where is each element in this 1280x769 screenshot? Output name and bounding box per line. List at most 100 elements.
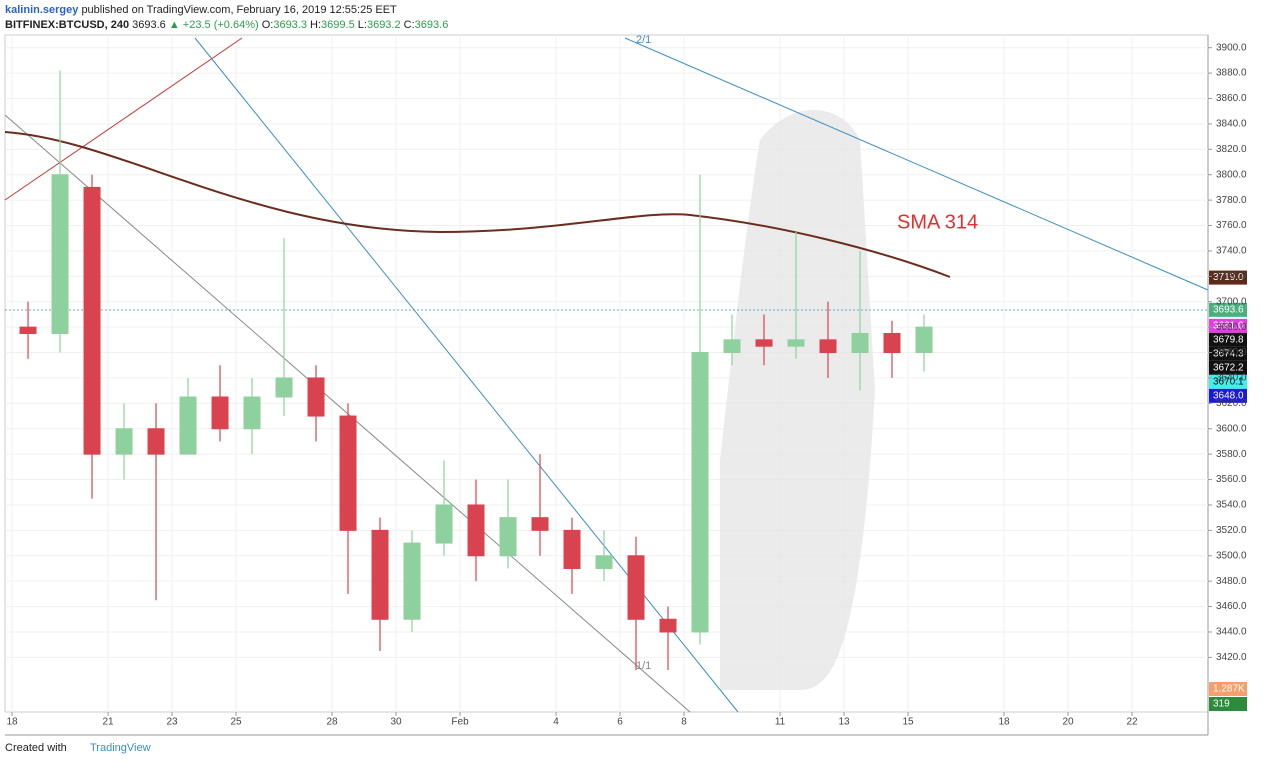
y-tick-label: 3900.0 bbox=[1216, 42, 1247, 53]
candle-body bbox=[307, 377, 325, 417]
price-tag bbox=[1209, 374, 1247, 389]
price-tag-label: 3681.0 bbox=[1213, 321, 1244, 332]
price-tag bbox=[1209, 360, 1247, 375]
price-tag-label: 3693.6 bbox=[1213, 305, 1244, 316]
price-tag-label: 3679.8 bbox=[1213, 335, 1244, 346]
price-tag bbox=[1209, 332, 1247, 347]
candle-body bbox=[563, 529, 581, 569]
candle-body bbox=[211, 396, 229, 430]
y-tick-label: 3880.0 bbox=[1216, 68, 1247, 79]
symbol-line: BITFINEX:BTCUSD, 240 3693.6 ▲ +23.5 (+0.… bbox=[5, 19, 448, 31]
candle-body bbox=[627, 555, 645, 620]
candle-body bbox=[787, 339, 805, 347]
price-tag-label: 3672.2 bbox=[1213, 363, 1244, 374]
y-tick-label: 3420.0 bbox=[1216, 652, 1247, 663]
y-tick-label: 3460.0 bbox=[1216, 601, 1247, 612]
grid bbox=[5, 35, 1208, 712]
y-tick-label: 3720.0 bbox=[1216, 271, 1247, 282]
candle-body bbox=[243, 396, 261, 430]
y-tick-label: 3540.0 bbox=[1216, 500, 1247, 511]
candle-body bbox=[499, 517, 517, 557]
candle-body bbox=[467, 504, 485, 557]
candle-body bbox=[83, 186, 101, 455]
candle-body bbox=[275, 377, 293, 398]
price-tag-label: 3648.0 bbox=[1213, 391, 1244, 402]
symbol: BITFINEX:BTCUSD, 240 bbox=[5, 19, 129, 31]
y-tick-label: 3780.0 bbox=[1216, 195, 1247, 206]
trend-line bbox=[194, 37, 739, 713]
x-tick-label: 21 bbox=[102, 717, 114, 728]
volume-tag bbox=[1209, 682, 1247, 696]
x-tick-label: 20 bbox=[1062, 717, 1074, 728]
candle-body bbox=[339, 415, 357, 531]
fib-label: 1/1 bbox=[636, 660, 651, 672]
x-tick-label: 4 bbox=[553, 717, 559, 728]
sma-annotation: SMA 314 bbox=[897, 211, 978, 233]
y-tick-label: 3480.0 bbox=[1216, 576, 1247, 587]
open-label: O: bbox=[262, 19, 274, 31]
close: 3693.6 bbox=[415, 19, 449, 31]
candle-body bbox=[819, 339, 837, 354]
y-tick-label: 3700.0 bbox=[1216, 296, 1247, 307]
candle-body bbox=[435, 504, 453, 544]
volume-tag-label: 1.287K bbox=[1213, 684, 1245, 695]
candle-body bbox=[51, 174, 69, 334]
y-tick-label: 3620.0 bbox=[1216, 398, 1247, 409]
volume-tag bbox=[1209, 697, 1247, 711]
change: ▲ +23.5 (+0.64%) bbox=[169, 19, 259, 31]
bollinger-band bbox=[720, 110, 875, 690]
candle-body bbox=[723, 339, 741, 354]
candle-body bbox=[19, 326, 37, 334]
candle-body bbox=[371, 529, 389, 620]
price-tags: 3719.0 3693.6 3681.0 3679.8 3674.3 3672.2 3670… bbox=[1209, 270, 1247, 711]
candle-body bbox=[691, 352, 709, 633]
close-label: C: bbox=[404, 19, 415, 31]
y-tick-label: 3680.0 bbox=[1216, 322, 1247, 333]
x-tick-label: 15 bbox=[902, 717, 914, 728]
price-tag bbox=[1209, 318, 1247, 333]
x-tick-label: 6 bbox=[617, 717, 623, 728]
footer-brand: TradingView bbox=[90, 742, 151, 754]
y-tick-label: 3760.0 bbox=[1216, 220, 1247, 231]
low-label: L: bbox=[358, 19, 367, 31]
candle-body bbox=[659, 618, 677, 633]
candle-body bbox=[403, 542, 421, 620]
y-tick-label: 3840.0 bbox=[1216, 119, 1247, 130]
published: published on TradingView.com, February 1… bbox=[81, 4, 397, 16]
x-tick-label: 13 bbox=[838, 717, 850, 728]
header: kalinin.sergey published on TradingView.… bbox=[5, 4, 397, 16]
trend-line bbox=[4, 37, 243, 201]
publisher: kalinin.sergey bbox=[5, 4, 79, 16]
price-tag-label: 3719.0 bbox=[1213, 272, 1244, 283]
candle-body bbox=[915, 326, 933, 354]
sma-314 bbox=[4, 131, 951, 278]
y-tick-label: 3640.0 bbox=[1216, 373, 1247, 384]
x-tick-label: 18 bbox=[6, 717, 18, 728]
price-tag bbox=[1209, 302, 1247, 317]
candle-body bbox=[851, 332, 869, 354]
candle-body bbox=[179, 396, 197, 455]
candle-body bbox=[595, 555, 613, 569]
drawings bbox=[4, 37, 1209, 713]
footer-created: Created with bbox=[5, 742, 67, 754]
y-tick-label: 3820.0 bbox=[1216, 144, 1247, 155]
x-tick-label: 18 bbox=[998, 717, 1010, 728]
x-tick-label: 23 bbox=[166, 717, 178, 728]
price-tag-label: 3670.1 bbox=[1213, 377, 1244, 388]
x-tick-label: Feb bbox=[451, 717, 469, 728]
y-tick-label: 3660.0 bbox=[1216, 347, 1247, 358]
y-tick-label: 3520.0 bbox=[1216, 525, 1247, 536]
fib-label: 2/1 bbox=[636, 34, 651, 46]
last: 3693.6 bbox=[132, 19, 166, 31]
candle-body bbox=[755, 339, 773, 347]
y-tick-label: 3580.0 bbox=[1216, 449, 1247, 460]
candles bbox=[19, 70, 933, 671]
x-tick-label: 30 bbox=[390, 717, 402, 728]
candle-body bbox=[115, 428, 133, 455]
candle-body bbox=[883, 332, 901, 354]
y-tick-label: 3500.0 bbox=[1216, 550, 1247, 561]
candle-body bbox=[147, 428, 165, 455]
price-tag bbox=[1209, 346, 1247, 361]
trend-line bbox=[624, 37, 1209, 291]
